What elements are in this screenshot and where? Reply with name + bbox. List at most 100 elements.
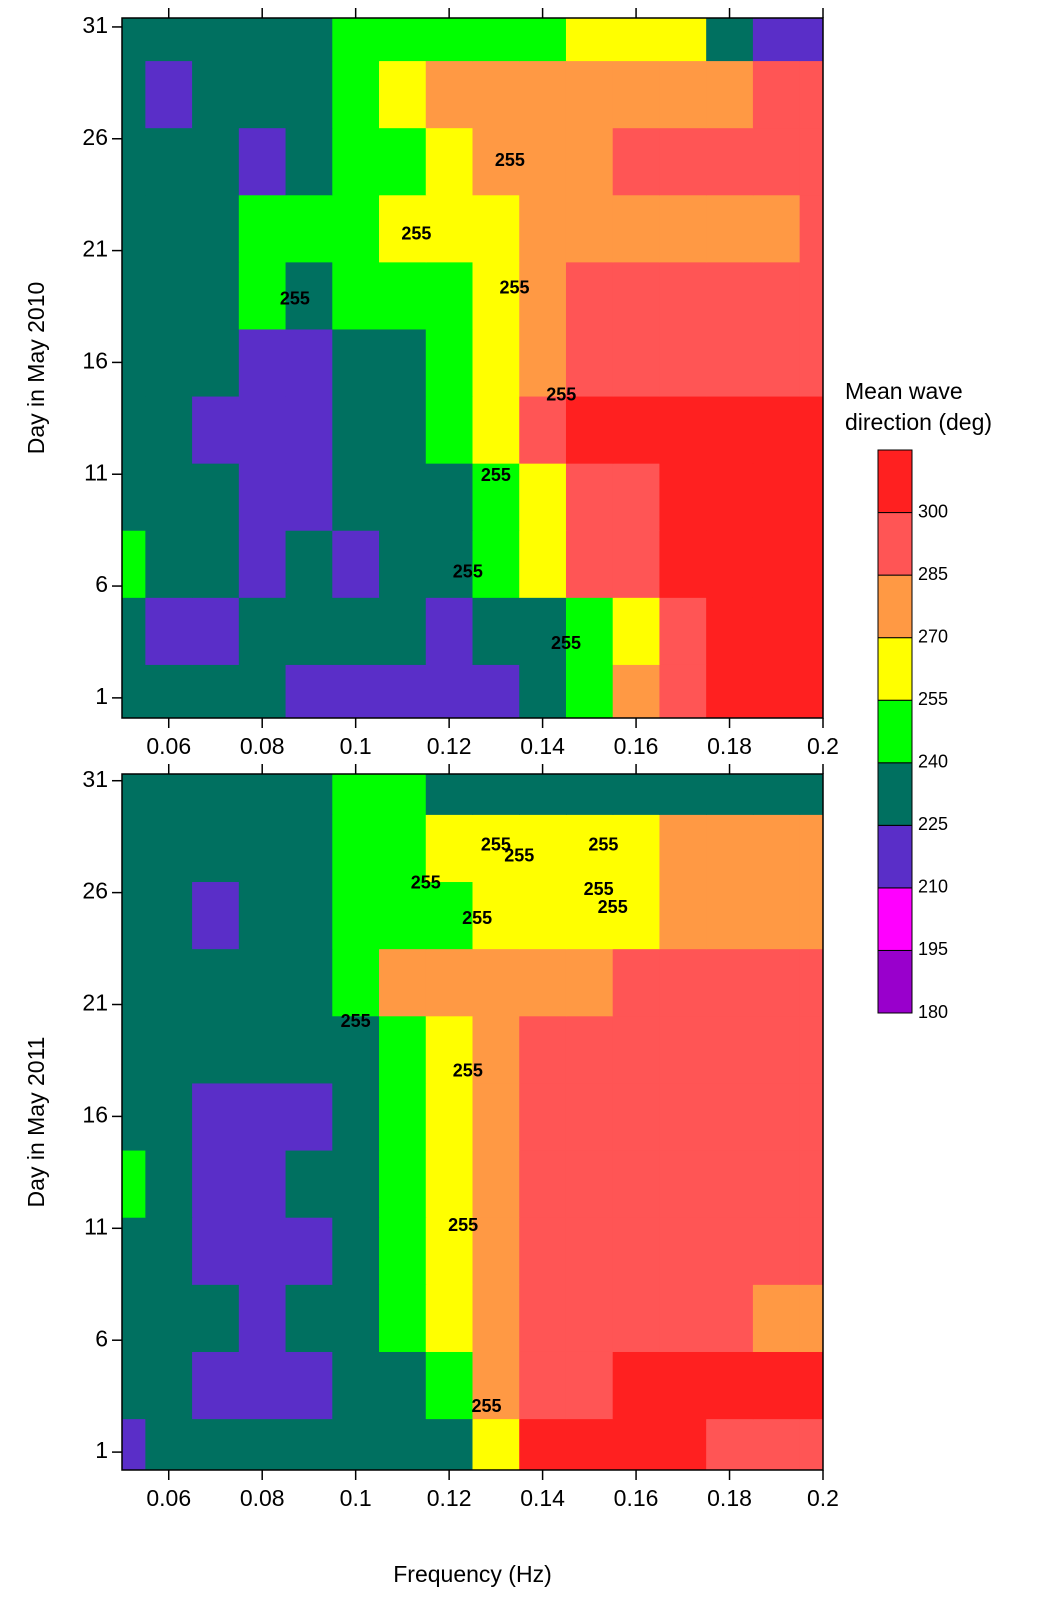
contour-cell: [752, 18, 801, 62]
contour-cell: [472, 328, 520, 397]
y-tick-label: 11: [84, 459, 108, 485]
contour-cell: [238, 1418, 287, 1470]
contour-cell: [565, 664, 614, 718]
y-tick-label: 1: [95, 1437, 108, 1463]
contour-cell: [752, 1217, 801, 1285]
contour-cell: [238, 1351, 287, 1420]
contour-cell: [612, 597, 661, 665]
contour-cell: [192, 814, 240, 883]
contour-cell: [285, 1351, 333, 1420]
contour-cell: [332, 664, 380, 718]
contour-cell: [332, 261, 380, 330]
contour-cell: [472, 814, 520, 883]
contour-cell: [425, 18, 474, 62]
contour-cell: [192, 261, 240, 330]
contour-cell: [659, 814, 707, 883]
contour-cell: [238, 1284, 287, 1352]
contour-cell: [612, 18, 661, 62]
contour-label: 255: [584, 879, 614, 899]
contour-cell: [285, 463, 333, 531]
contour-cell: [332, 1015, 380, 1084]
contour-cell: [752, 60, 801, 129]
contour-label: 255: [453, 1060, 483, 1080]
contour-cell: [612, 127, 661, 196]
x-tick-label: 0.08: [240, 1485, 285, 1511]
contour-cell: [472, 948, 520, 1017]
contour-cell: [706, 1217, 754, 1285]
contour-field: [122, 18, 823, 718]
contour-cell: [192, 328, 240, 397]
contour-cell: [612, 463, 661, 531]
contour-cell: [122, 948, 146, 1017]
contour-cell: [145, 1418, 193, 1470]
contour-cell: [425, 1284, 474, 1352]
contour-cell: [238, 18, 287, 62]
contour-cell: [799, 1418, 823, 1470]
contour-cell: [379, 1351, 427, 1420]
contour-cell: [519, 1149, 567, 1218]
contour-cell: [659, 1149, 707, 1218]
contour-cell: [519, 1217, 567, 1285]
contour-cell: [145, 664, 193, 718]
contour-cell: [285, 1015, 333, 1084]
contour-cell: [799, 395, 823, 464]
contour-cell: [285, 1217, 333, 1285]
contour-cell: [752, 194, 801, 263]
contour-cell: [659, 774, 707, 815]
contour-cell: [425, 530, 474, 598]
contour-cell: [565, 597, 614, 665]
contour-cell: [192, 1149, 240, 1218]
contour-cell: [192, 127, 240, 196]
contour-cell: [192, 60, 240, 129]
contour-cell: [706, 1149, 754, 1218]
contour-cell: [122, 597, 146, 665]
contour-label: 255: [598, 897, 628, 917]
contour-cell: [612, 1149, 661, 1218]
y-tick-label: 6: [95, 571, 108, 597]
colorbar-tick-label: 270: [918, 626, 948, 646]
contour-cell: [565, 1351, 614, 1420]
contour-cell: [379, 261, 427, 330]
contour-cell: [122, 1217, 146, 1285]
contour-cell: [285, 18, 333, 62]
contour-cell: [752, 463, 801, 531]
contour-cell: [379, 948, 427, 1017]
y-tick-label: 1: [95, 683, 108, 709]
contour-cell: [332, 597, 380, 665]
contour-cell: [238, 881, 287, 950]
contour-cell: [145, 127, 193, 196]
contour-cell: [285, 948, 333, 1017]
contour-cell: [565, 1284, 614, 1352]
contour-cell: [425, 60, 474, 129]
contour-cell: [379, 18, 427, 62]
contour-cell: [472, 881, 520, 950]
contour-cell: [192, 664, 240, 718]
contour-cell: [192, 1284, 240, 1352]
contour-cell: [799, 1284, 823, 1352]
contour-cell: [799, 328, 823, 397]
y-tick-label: 16: [82, 1101, 108, 1127]
contour-cell: [332, 1418, 380, 1470]
contour-cell: [565, 881, 614, 950]
contour-cell: [519, 774, 567, 815]
contour-cell: [799, 948, 823, 1017]
contour-cell: [145, 395, 193, 464]
contour-label: 255: [341, 1011, 371, 1031]
x-tick-label: 0.14: [520, 1485, 565, 1511]
contour-cell: [565, 60, 614, 129]
contour-cell: [192, 1015, 240, 1084]
contour-cell: [285, 1082, 333, 1151]
contour-cell: [145, 261, 193, 330]
colorbar-tick-label: 195: [918, 939, 948, 959]
contour-cell: [425, 463, 474, 531]
colorbar-band: [877, 449, 913, 514]
contour-cell: [238, 463, 287, 531]
contour-cell: [519, 18, 567, 62]
contour-cell: [799, 1015, 823, 1084]
contour-cell: [659, 395, 707, 464]
contour-cell: [238, 60, 287, 129]
contour-cell: [472, 1082, 520, 1151]
contour-cell: [238, 261, 287, 330]
y-axis-title: Day in May 2010: [23, 282, 49, 455]
